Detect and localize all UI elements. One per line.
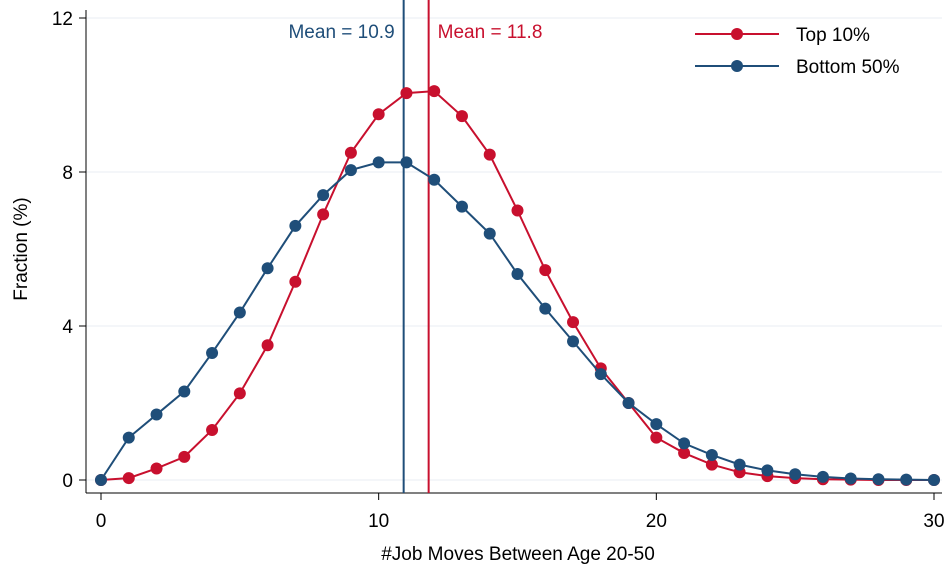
data-point — [539, 264, 552, 277]
data-point — [650, 418, 663, 431]
data-point — [122, 472, 135, 485]
legend-label-1: Bottom 50% — [796, 57, 900, 78]
data-point — [400, 156, 413, 169]
data-point — [872, 473, 885, 486]
data-point — [178, 450, 191, 463]
data-point — [789, 468, 802, 481]
data-point — [539, 302, 552, 315]
data-point — [678, 437, 691, 450]
legend-marker-0 — [731, 28, 743, 40]
data-point — [150, 462, 163, 475]
legend-marker-1 — [731, 60, 743, 72]
data-point — [622, 397, 635, 409]
series-line-0 — [100, 90, 934, 481]
y-tick-label: 4 — [62, 317, 73, 338]
data-point — [511, 204, 524, 217]
data-point — [844, 472, 857, 485]
data-point — [261, 262, 274, 275]
y-tick-label: 12 — [52, 9, 73, 30]
y-tick-label: 0 — [62, 471, 73, 492]
data-point — [233, 387, 246, 400]
data-point — [233, 306, 246, 319]
data-point — [705, 448, 718, 461]
data-point — [95, 474, 107, 486]
data-point — [761, 464, 774, 477]
data-point — [289, 275, 302, 288]
data-point — [483, 148, 496, 161]
legend-label-0: Top 10% — [796, 25, 870, 46]
data-point — [344, 146, 357, 159]
data-point — [122, 431, 135, 444]
data-point — [206, 423, 219, 436]
data-point — [344, 164, 357, 177]
data-point — [317, 189, 330, 202]
data-point — [650, 431, 663, 444]
y-axis-label: Fraction (%) — [11, 197, 32, 300]
mean-label-0: Mean = 10.9 — [288, 22, 394, 43]
y-tick-label: 8 — [62, 163, 73, 184]
data-point — [705, 458, 718, 471]
data-point — [455, 110, 468, 123]
data-point — [816, 470, 829, 483]
gridlines — [86, 17, 942, 481]
data-point — [317, 208, 330, 221]
data-point — [428, 85, 441, 98]
data-point — [733, 458, 746, 471]
data-point — [567, 316, 580, 329]
data-point — [678, 447, 691, 460]
data-point — [372, 108, 385, 121]
data-point — [594, 368, 607, 381]
data-point — [261, 339, 274, 352]
data-point — [567, 335, 580, 348]
data-point — [511, 268, 524, 281]
data-point — [900, 473, 913, 486]
legend: Top 10% Bottom 50% — [695, 25, 900, 78]
data-point — [928, 474, 940, 486]
data-point — [372, 156, 385, 169]
x-tick-label: 20 — [646, 511, 667, 532]
x-axis-label: #Job Moves Between Age 20-50 — [381, 544, 655, 565]
data-point — [455, 200, 468, 213]
x-tick-label: 10 — [368, 511, 389, 532]
data-point — [428, 173, 441, 186]
mean-lines: Mean = 10.9 Mean = 11.8 — [288, 0, 542, 493]
x-tick-label: 30 — [923, 511, 944, 532]
x-tick-label: 0 — [96, 511, 107, 532]
series-group — [95, 85, 940, 486]
data-point — [483, 227, 496, 240]
data-point — [289, 219, 302, 232]
axes — [85, 10, 942, 494]
data-point — [178, 385, 191, 398]
data-point — [206, 346, 219, 359]
mean-label-1: Mean = 11.8 — [438, 22, 543, 43]
data-point — [400, 87, 413, 100]
ticks: 0 4 8 12 0 10 20 30 — [52, 9, 945, 532]
data-point — [150, 408, 163, 421]
